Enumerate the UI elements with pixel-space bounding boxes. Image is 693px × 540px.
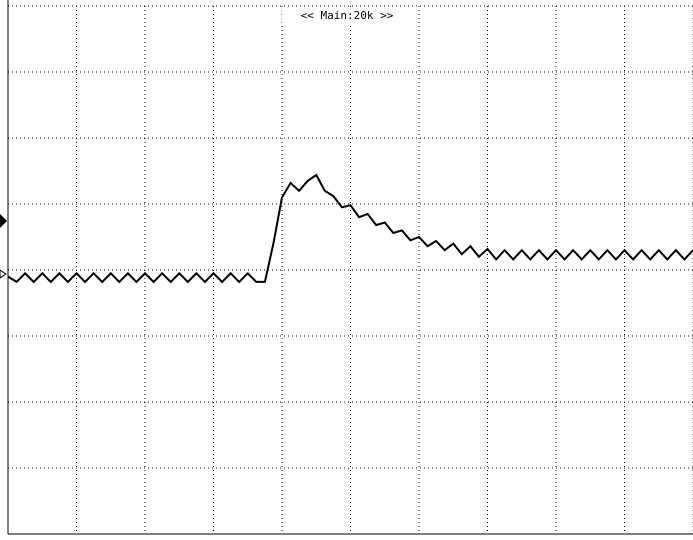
title-box [282,8,412,24]
waveform [7,173,693,284]
title: << Main:20k >> [301,9,394,22]
trigger-marker [0,214,7,228]
ground-marker [0,269,7,279]
